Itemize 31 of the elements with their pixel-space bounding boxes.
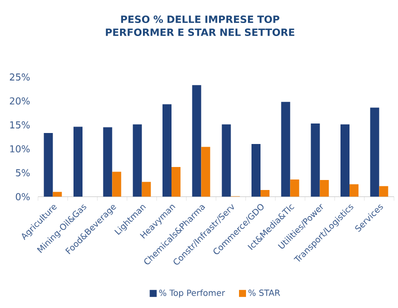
bar: [44, 133, 53, 197]
bar: [112, 172, 122, 197]
bar: [320, 180, 329, 197]
bar: [290, 179, 300, 197]
bar: [52, 192, 62, 197]
bar: [252, 144, 261, 197]
bar: [310, 123, 320, 197]
bar: [281, 102, 290, 197]
bar: [370, 108, 380, 197]
bar: [74, 126, 82, 197]
bar: [142, 182, 151, 197]
y-tick-label: 10%: [10, 145, 30, 152]
bar: [103, 127, 112, 197]
bar: [162, 104, 172, 197]
y-tick-label: 15%: [10, 121, 30, 128]
bar: [350, 184, 359, 197]
y-tick-label: 25%: [10, 73, 30, 81]
bar: [132, 124, 142, 197]
legend-label: % STAR: [248, 290, 280, 296]
bar: [260, 190, 270, 197]
y-tick-label: 20%: [10, 97, 30, 105]
chart-title: PESO % DELLE IMPRESE TOP PERFORMER E STAR NEL SETTORE: [106, 16, 294, 36]
y-tick-label: 0%: [16, 193, 30, 200]
legend-label: % Top Perfomer: [159, 289, 226, 298]
bar: [340, 124, 350, 197]
y-tick-label: 5%: [16, 169, 30, 176]
bar: [379, 186, 388, 197]
bar: [201, 146, 210, 197]
bar: [222, 124, 231, 197]
bar: [172, 167, 180, 197]
bar: [192, 85, 202, 197]
